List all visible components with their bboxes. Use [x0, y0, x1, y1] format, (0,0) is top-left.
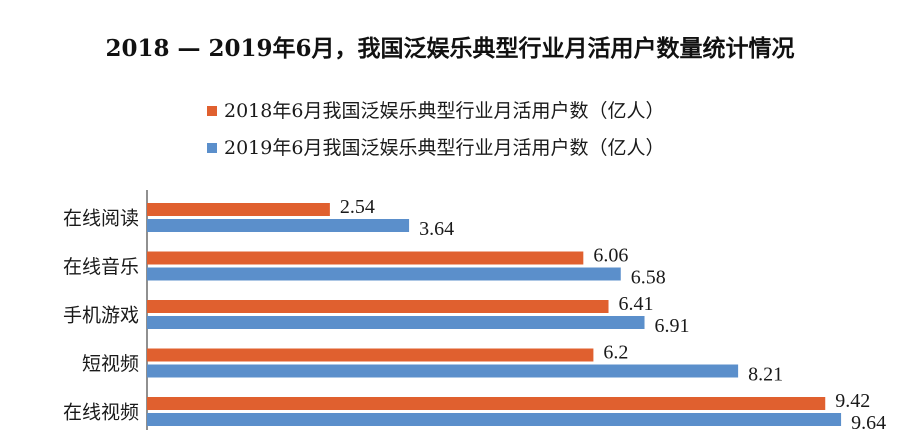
bar-2019-online-music	[147, 267, 621, 281]
legend-label-2018: 2018年6月我国泛娱乐典型行业月活用户数（亿人）	[224, 100, 664, 122]
data-label-2018-mobile-games: 6.41	[619, 293, 654, 315]
legend-label-2019: 2019年6月我国泛娱乐典型行业月活用户数（亿人）	[224, 137, 664, 159]
bar-2018-online-reading	[147, 203, 330, 216]
data-label-2018-online-reading: 2.54	[340, 196, 375, 218]
data-label-2018-online-music: 6.06	[593, 245, 628, 267]
legend-swatch-2019	[207, 143, 217, 153]
data-label-2019-mobile-games: 6.91	[655, 315, 690, 337]
data-label-2018-online-video: 9.42	[835, 390, 870, 412]
category-label-short-video: 短视频	[82, 353, 139, 375]
category-label-online-music: 在线音乐	[63, 256, 139, 278]
legend-swatch-2018	[207, 106, 217, 116]
data-label-2018-short-video: 6.2	[603, 342, 628, 364]
bar-2019-online-reading	[147, 219, 410, 232]
category-label-mobile-games: 手机游戏	[63, 305, 139, 327]
data-label-2019-online-reading: 3.64	[419, 218, 454, 240]
data-label-2019-online-video: 9.64	[851, 412, 886, 434]
legend: 2018年6月我国泛娱乐典型行业月活用户数（亿人） 2019年6月我国泛娱乐典型…	[207, 100, 664, 159]
category-label-online-video: 在线视频	[63, 402, 139, 424]
bar-2018-online-video	[147, 397, 826, 410]
plot-area: 在线阅读 2.54 3.64 在线音乐 6.066.58 手机游戏 6.416.91 短视频 6…	[63, 196, 886, 434]
data-label-2019-online-music: 6.58	[631, 267, 666, 289]
bar-2018-mobile-games	[147, 300, 609, 313]
bar-2018-short-video	[147, 348, 594, 362]
data-label-2019-short-video: 8.21	[748, 364, 783, 386]
bar-2018-online-music	[147, 251, 584, 265]
bar-2019-mobile-games	[147, 316, 645, 329]
bar-2019-online-video	[147, 413, 842, 426]
category-label-online-reading: 在线阅读	[63, 208, 139, 230]
chart-title: 2018 — 2019年6月，我国泛娱乐典型行业月活用户数量统计情况	[105, 35, 794, 62]
bar-2019-short-video	[147, 364, 739, 378]
